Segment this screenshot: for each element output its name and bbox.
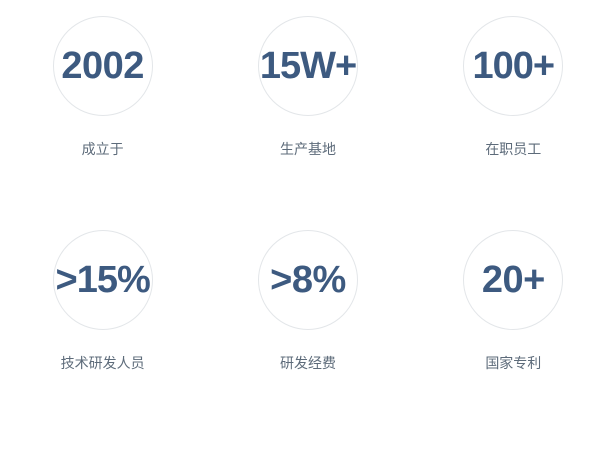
stat-value: >15%	[55, 259, 151, 301]
stat-circle: >15%	[52, 230, 153, 330]
stat-circle: >8%	[257, 230, 358, 330]
stat-circle: 20+	[463, 230, 564, 330]
stat-label: 生产基地	[279, 141, 336, 157]
stat-label: 国家专利	[485, 355, 542, 371]
stat-value: 15W+	[259, 45, 357, 87]
stat-item-patents: 20+ 国家专利	[411, 230, 616, 444]
stat-label: 技术研发人员	[60, 355, 145, 371]
stat-item-founded: 2002 成立于	[0, 16, 205, 230]
stat-item-employees: 100+ 在职员工	[411, 16, 616, 230]
stat-value: 20+	[481, 259, 545, 301]
stat-circle: 15W+	[257, 16, 358, 116]
stat-item-rd-staff: >15% 技术研发人员	[0, 230, 205, 444]
stat-item-rd-budget: >8% 研发经费	[205, 230, 410, 444]
stat-item-production-base: 15W+ 生产基地	[205, 16, 410, 230]
stat-label: 研发经费	[279, 355, 336, 371]
stat-circle: 100+	[463, 16, 564, 116]
stat-value: 2002	[61, 45, 144, 87]
stat-label: 在职员工	[485, 141, 542, 157]
stat-value: 100+	[472, 45, 556, 87]
stat-label: 成立于	[81, 141, 124, 157]
stat-value: >8%	[270, 259, 346, 301]
stat-circle: 2002	[52, 16, 153, 116]
